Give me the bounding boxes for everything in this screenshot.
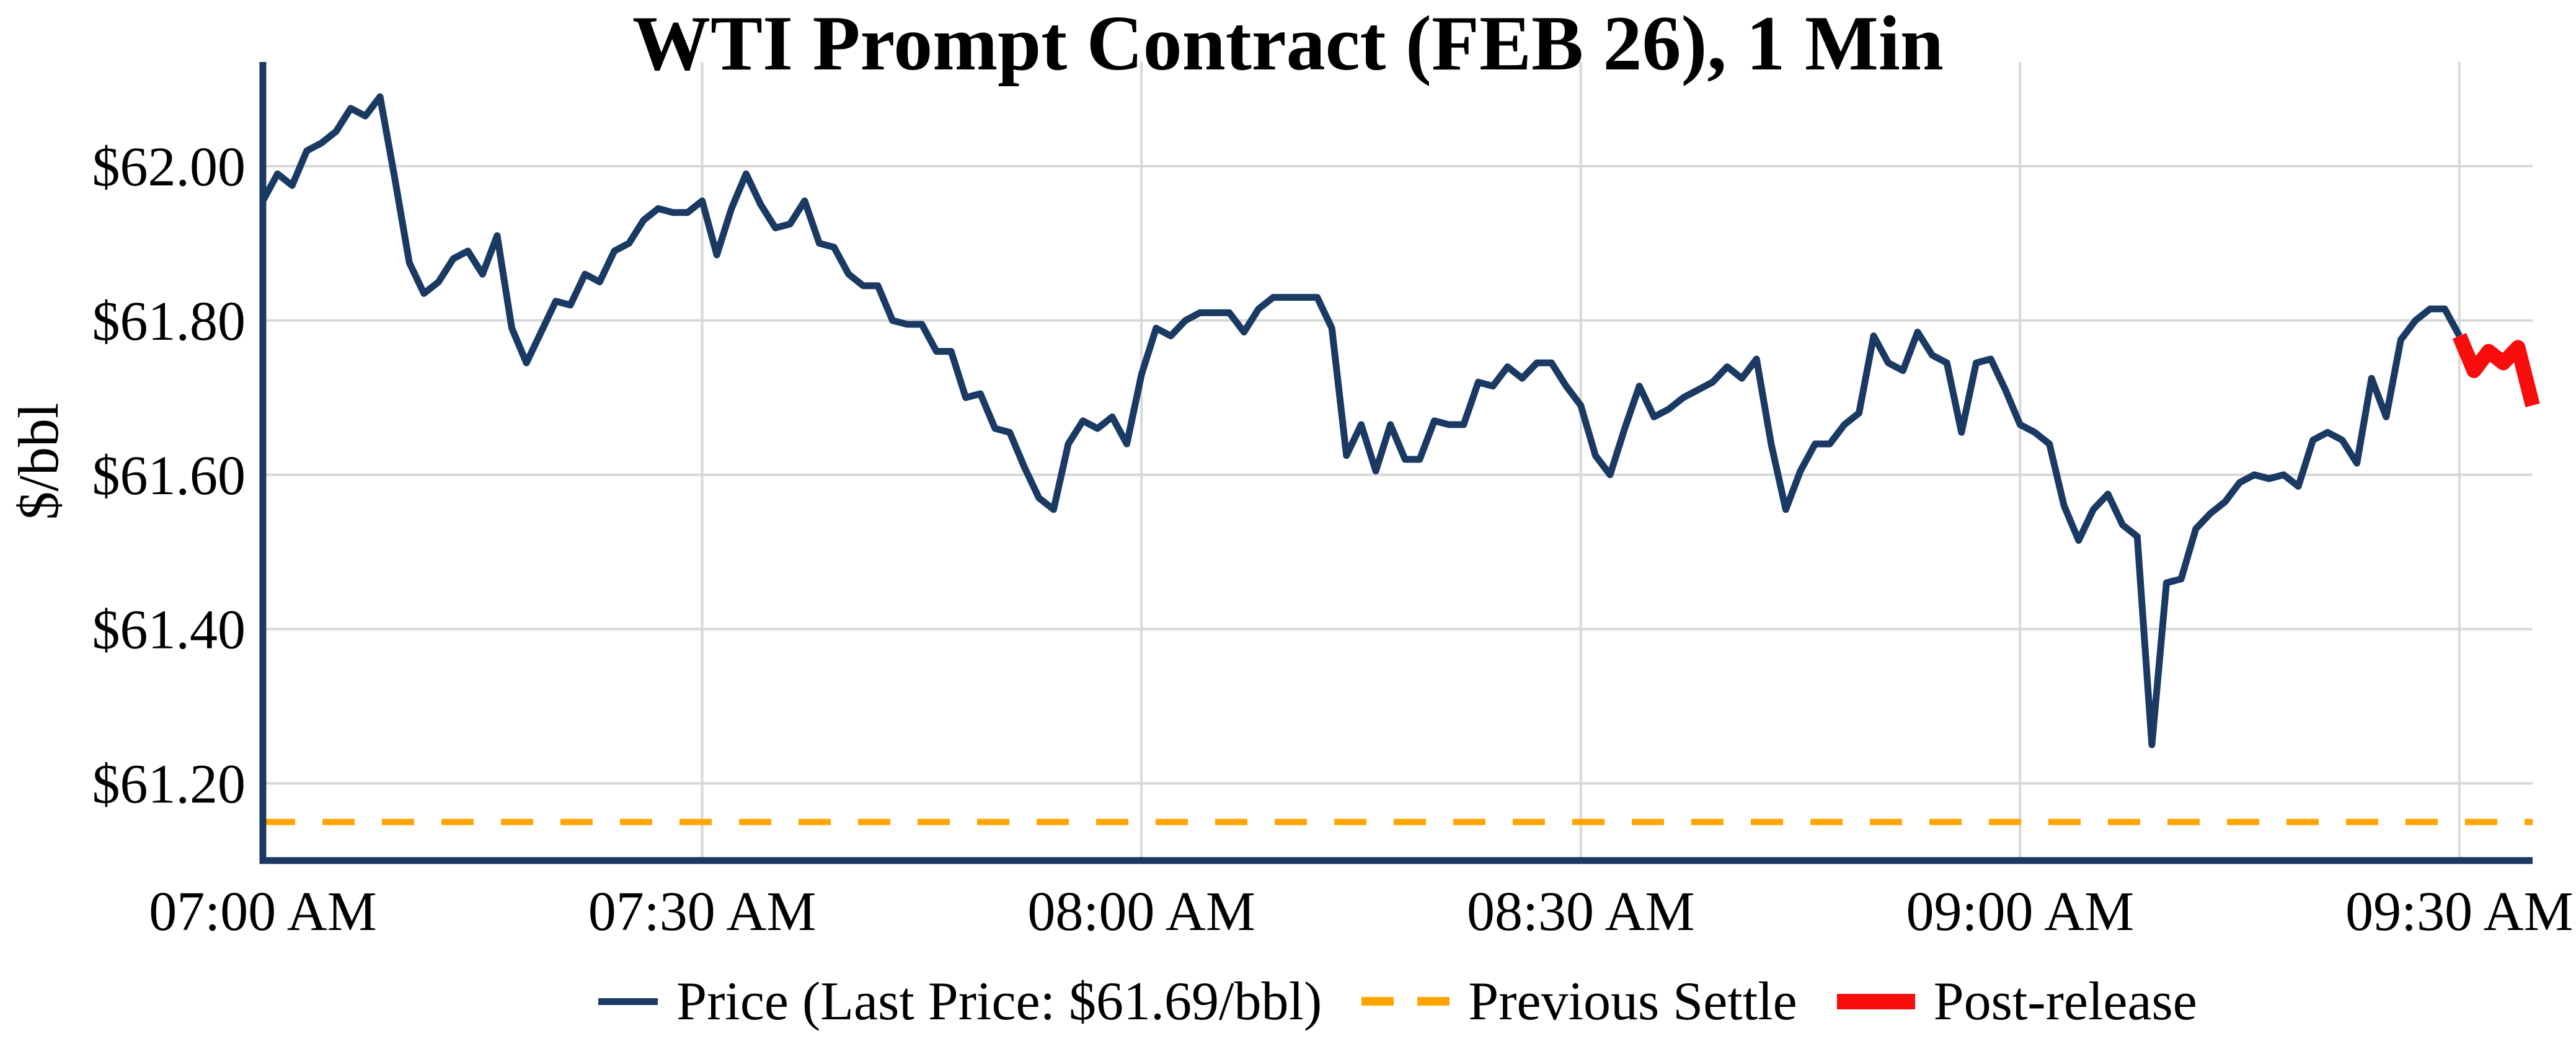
dash-icon [1361, 997, 1394, 1006]
x-tick-label: 08:00 AM [1027, 881, 1255, 942]
price-line-swatch-icon [598, 998, 658, 1005]
y-tick-label: $61.20 [92, 754, 246, 815]
x-tick-label: 08:30 AM [1467, 881, 1695, 942]
x-tick-label: 09:00 AM [1906, 881, 2135, 942]
y-tick-label: $61.60 [92, 445, 246, 507]
chart-title: WTI Prompt Contract (FEB 26), 1 Min [632, 1, 1944, 87]
y-tick-label: $61.40 [92, 600, 246, 661]
post-release-line [2452, 333, 2540, 407]
x-tick-label: 07:00 AM [149, 881, 377, 942]
x-tick-label: 07:30 AM [588, 881, 817, 942]
legend-item-previous-settle: Previous Settle [1361, 970, 1797, 1033]
x-tick-label: 09:30 AM [2345, 881, 2574, 942]
legend-label-post-release: Post-release [1933, 971, 2197, 1032]
dash-icon [1417, 997, 1450, 1006]
previous-settle-dashed-swatch-icon [1361, 997, 1450, 1006]
post-release-thick-swatch-icon [1836, 993, 1915, 1009]
price-line [260, 93, 2463, 748]
legend: Price (Last Price: $61.69/bbl) Previous … [263, 960, 2533, 1043]
legend-item-price: Price (Last Price: $61.69/bbl) [598, 970, 1322, 1033]
y-tick-label: $62.00 [92, 136, 246, 198]
y-tick-label: $61.80 [92, 291, 246, 352]
legend-label-price: Price (Last Price: $61.69/bbl) [676, 971, 1322, 1032]
legend-label-previous-settle: Previous Settle [1468, 971, 1797, 1032]
legend-item-post-release: Post-release [1836, 970, 2197, 1033]
